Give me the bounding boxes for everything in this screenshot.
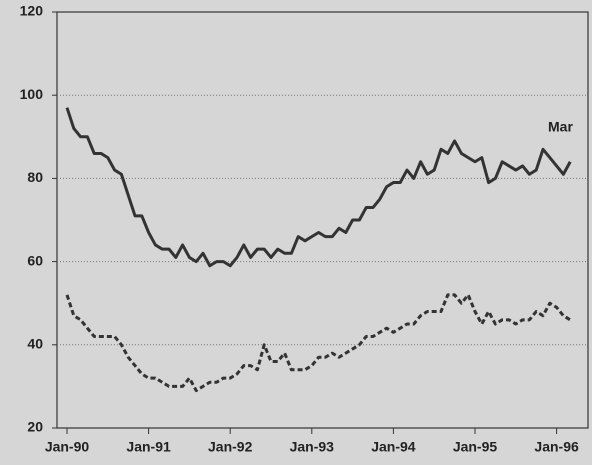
series-line — [65, 293, 571, 393]
x-tick-label: Jan-96 — [534, 439, 579, 455]
x-tick-label: Jan-94 — [371, 439, 416, 455]
y-tick-label: 120 — [20, 3, 44, 19]
x-tick-label: Jan-91 — [126, 439, 171, 455]
y-tick-label: 40 — [27, 336, 43, 352]
x-tick-label: Jan-90 — [45, 439, 90, 455]
y-tick-label: 60 — [27, 252, 43, 268]
y-tick-label: 100 — [20, 86, 44, 102]
x-tick-label: Jan-95 — [453, 439, 498, 455]
y-tick-label: 80 — [27, 169, 43, 185]
x-tick-label: Jan-92 — [208, 439, 253, 455]
series-line — [65, 107, 572, 268]
plot-frame — [56, 11, 589, 429]
y-tick-label: 20 — [27, 419, 43, 435]
x-tick-label: Jan-93 — [290, 439, 335, 455]
annotation: Mar — [548, 119, 573, 135]
